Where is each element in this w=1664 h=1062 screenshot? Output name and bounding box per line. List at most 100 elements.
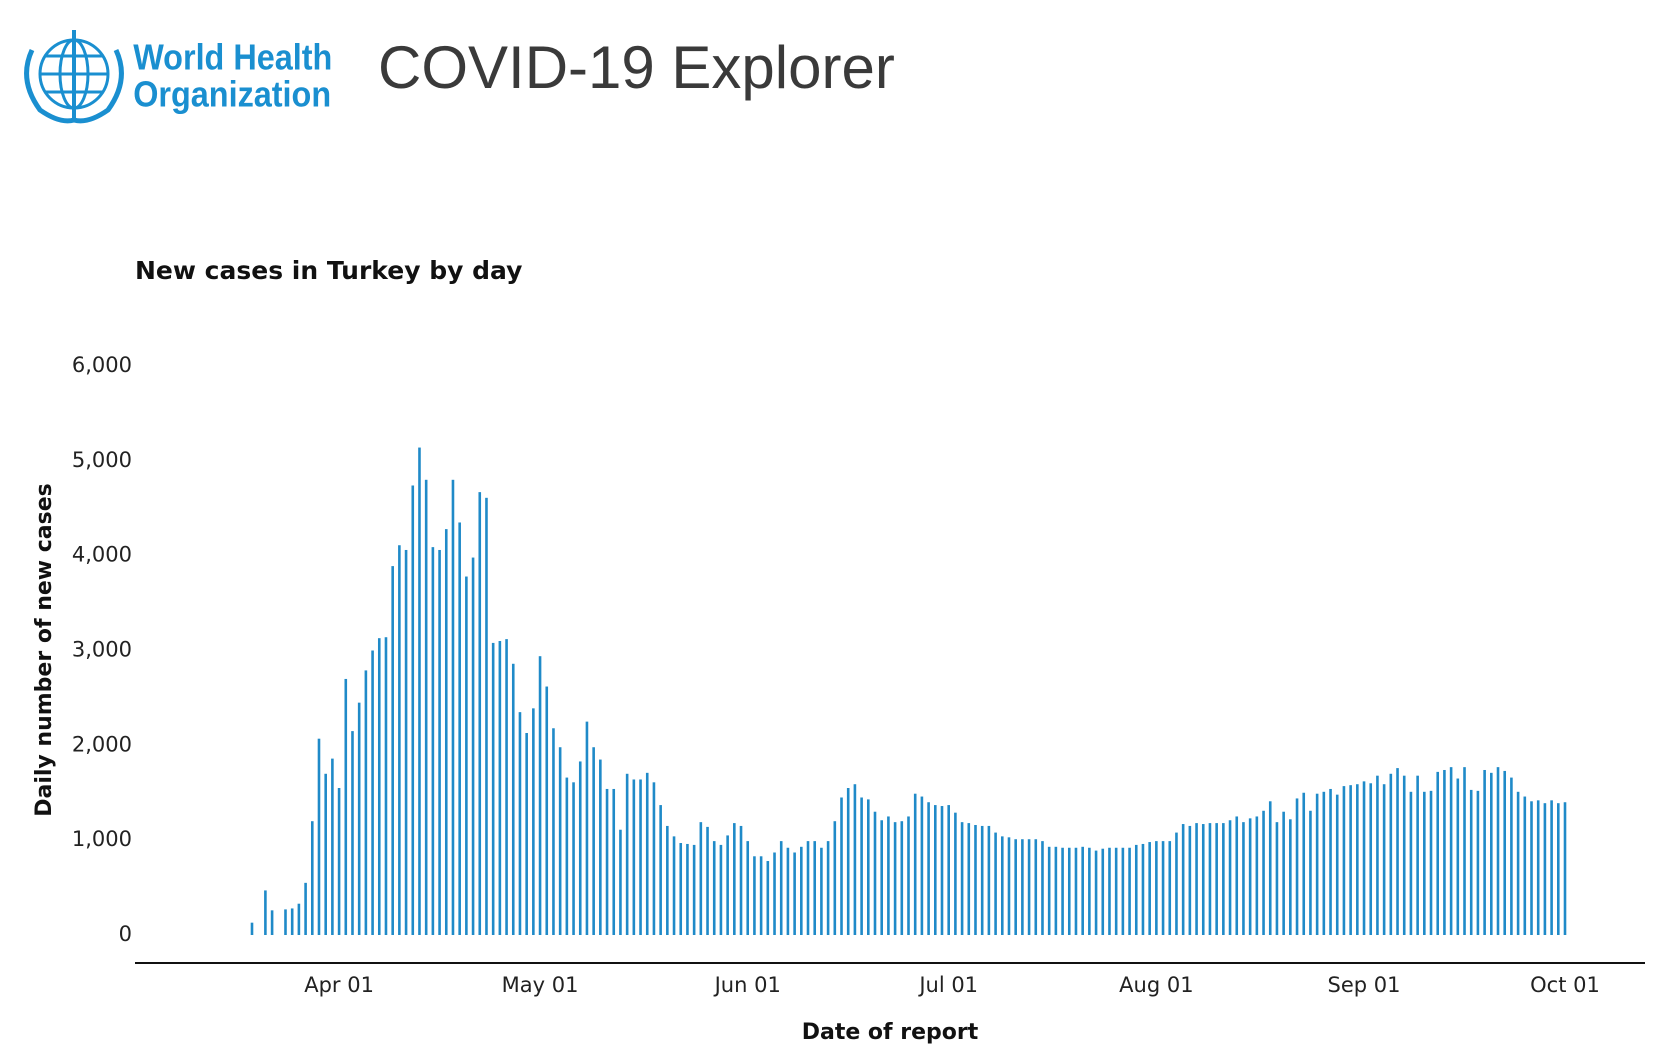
bar — [652, 782, 656, 935]
bar — [773, 852, 776, 935]
bar — [411, 485, 415, 935]
y-tick-label: 6,000 — [72, 353, 132, 377]
bar — [679, 843, 683, 935]
bar — [532, 708, 535, 935]
bar — [806, 841, 810, 935]
bar — [1309, 810, 1312, 935]
bar — [1067, 847, 1071, 935]
bar — [424, 479, 428, 935]
bar — [1235, 816, 1239, 935]
bar — [786, 847, 790, 935]
x-tick-label: Sep 01 — [1328, 973, 1401, 997]
y-tick-label: 4,000 — [72, 543, 132, 567]
bar — [1356, 784, 1359, 935]
bar — [1456, 778, 1460, 935]
bar — [659, 805, 662, 935]
bar — [1041, 841, 1044, 935]
bar — [1476, 790, 1480, 935]
bar — [733, 823, 736, 935]
logo-text: Organization — [133, 75, 331, 115]
bar — [960, 822, 964, 935]
bar — [692, 844, 696, 935]
bar — [357, 702, 361, 935]
bar — [384, 637, 388, 935]
bar — [1530, 801, 1533, 935]
bar — [1449, 767, 1453, 935]
bar — [1114, 847, 1118, 935]
bar — [599, 759, 602, 935]
bar — [1181, 824, 1185, 935]
bar — [1061, 847, 1064, 935]
bar — [940, 806, 944, 935]
bar — [1443, 769, 1446, 935]
bar — [625, 773, 629, 935]
bar — [1543, 803, 1547, 935]
y-tick-label: 5,000 — [72, 448, 132, 472]
bar — [565, 777, 569, 935]
bar — [860, 797, 863, 935]
bar — [1550, 800, 1553, 935]
bar — [1329, 788, 1332, 935]
bar — [759, 856, 763, 935]
bar — [1396, 768, 1399, 935]
bar — [672, 836, 676, 935]
bar — [1168, 841, 1172, 935]
bar — [451, 479, 455, 935]
bar — [1054, 846, 1058, 935]
bar — [840, 797, 843, 935]
bar — [364, 670, 368, 935]
bar — [913, 793, 917, 935]
bar — [726, 835, 729, 935]
bar — [873, 811, 877, 935]
bar — [1429, 790, 1433, 935]
bar — [967, 823, 971, 935]
bar — [1074, 847, 1078, 935]
x-axis-label: Date of report — [802, 1020, 979, 1045]
bar — [686, 843, 689, 935]
bar — [518, 712, 522, 935]
y-tick-label: 1,000 — [72, 827, 132, 851]
x-tick-label: Jun 01 — [713, 973, 781, 997]
bar — [800, 846, 803, 935]
bar — [558, 747, 562, 935]
bar — [933, 805, 937, 935]
bar — [1248, 818, 1252, 935]
bar — [264, 890, 267, 935]
bar — [471, 557, 475, 935]
x-tick-label: Oct 01 — [1530, 973, 1600, 997]
bar — [1295, 798, 1299, 935]
bar — [974, 824, 977, 935]
bar — [371, 650, 374, 935]
x-tick-label: Jul 01 — [917, 973, 978, 997]
bar — [1483, 769, 1486, 935]
bar — [1557, 803, 1560, 935]
bar — [1148, 842, 1151, 935]
bar — [1121, 847, 1125, 935]
bar — [1516, 791, 1520, 935]
bar — [980, 825, 984, 935]
bar — [826, 841, 830, 935]
chart-title: New cases in Turkey by day — [135, 256, 522, 285]
bar — [766, 861, 770, 935]
bar — [987, 825, 991, 935]
bar — [538, 656, 542, 935]
bar — [1463, 767, 1466, 935]
bar — [344, 678, 348, 935]
bar — [1423, 791, 1426, 935]
bar — [1275, 822, 1279, 935]
bar — [639, 779, 642, 935]
bar — [310, 821, 314, 935]
bar — [1262, 810, 1265, 935]
bar — [1416, 775, 1419, 935]
bar — [1369, 783, 1373, 935]
bar — [793, 852, 796, 935]
bar — [1222, 823, 1225, 935]
bar — [1376, 775, 1379, 935]
bar — [719, 844, 723, 935]
bar — [418, 447, 421, 935]
bar — [1315, 793, 1319, 935]
app-title: COVID-19 Explorer — [378, 34, 895, 101]
bar — [404, 549, 408, 935]
bar — [954, 812, 957, 935]
